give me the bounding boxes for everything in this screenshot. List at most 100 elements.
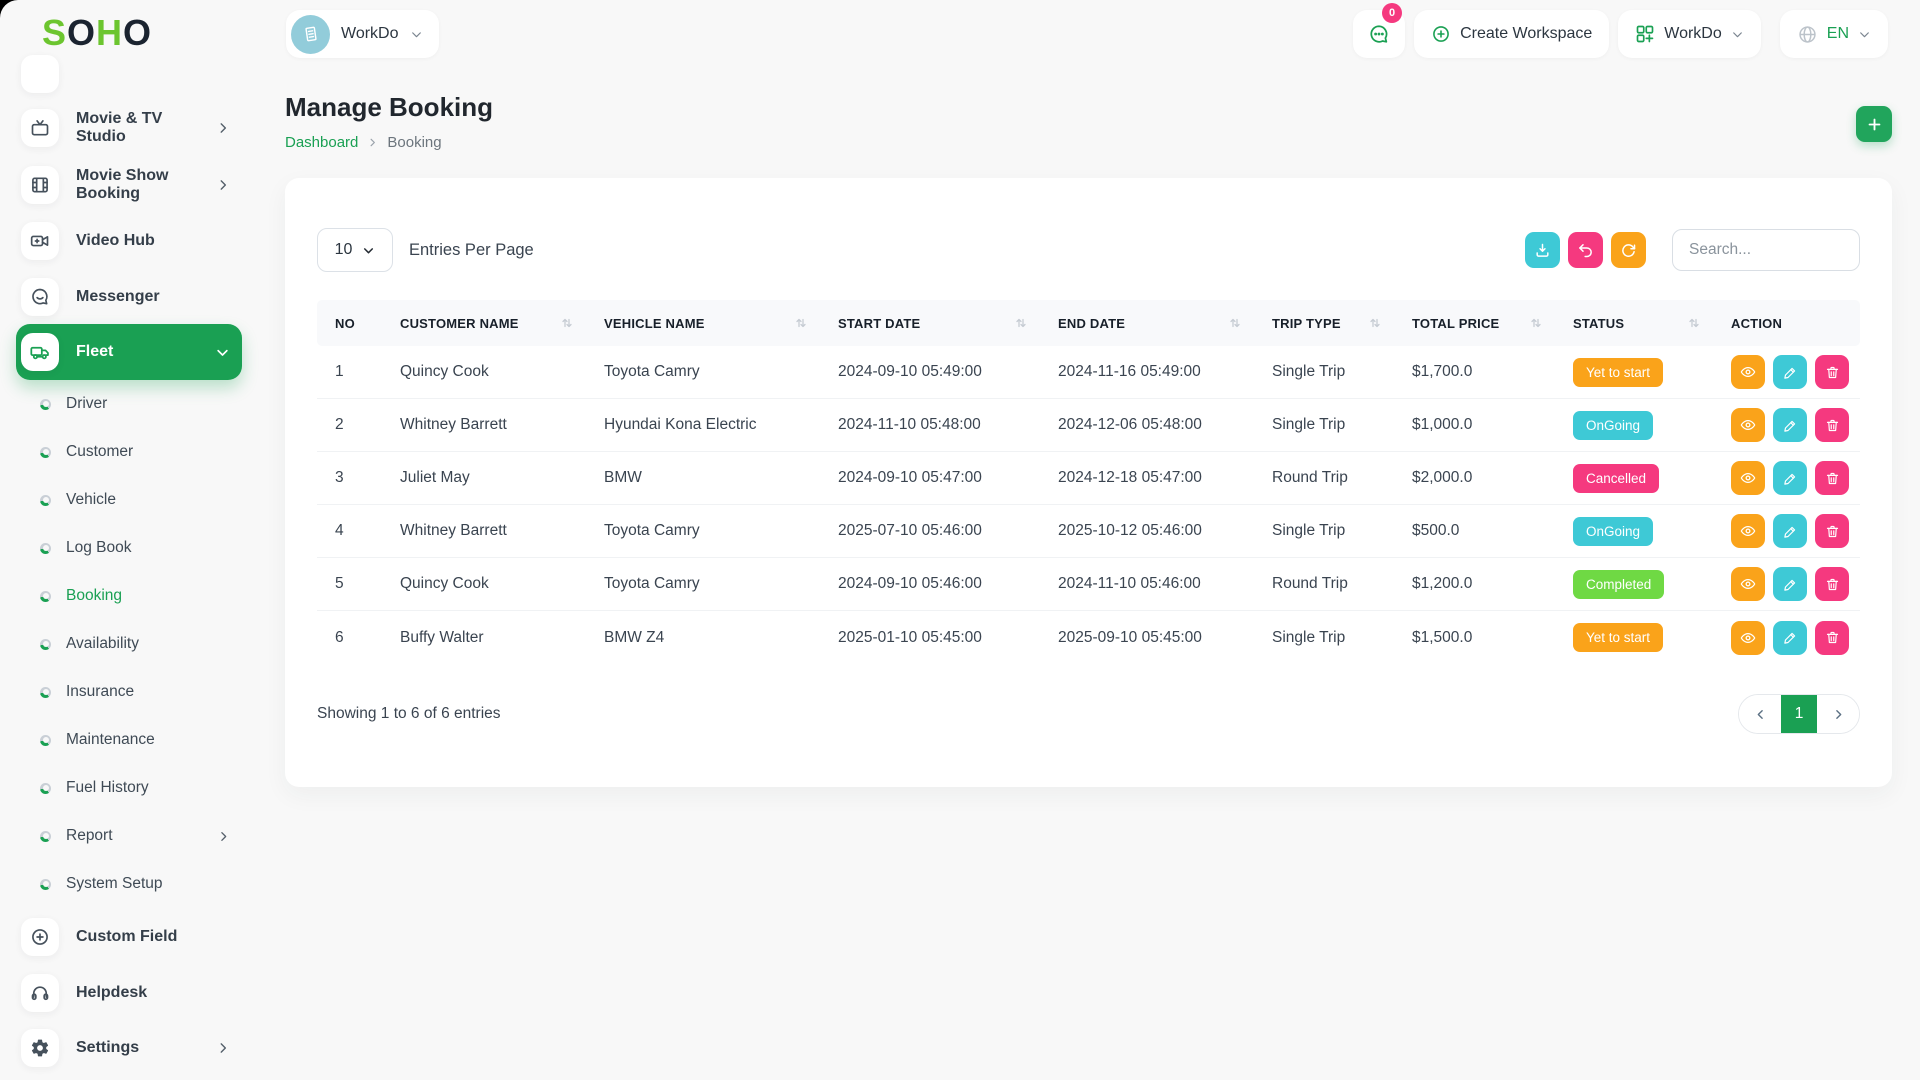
column-header-action: ACTION [1731,315,1783,331]
view-button[interactable] [1731,408,1765,442]
download-icon [1536,243,1549,257]
previous-page-button[interactable] [1739,695,1781,733]
table-footer: Showing 1 to 6 of 6 entries 1 [317,694,1860,734]
undo-button[interactable] [1568,232,1603,268]
pencil-icon [1783,526,1795,538]
booking-table: NO CUSTOMER NAME VEHICLE NAME START DATE… [317,300,1860,664]
delete-button[interactable] [1815,620,1849,655]
sidebar-item-video-hub[interactable]: Video Hub [16,213,242,269]
language-selector[interactable]: EN [1779,10,1888,58]
sort-icon[interactable] [1369,317,1381,329]
column-header-customer-name[interactable]: CUSTOMER NAME [379,316,583,331]
sort-icon[interactable] [795,317,807,329]
sidebar-item-helpdesk[interactable]: Helpdesk [16,965,242,1021]
trash-icon [1826,472,1838,484]
messages-button[interactable]: 0 [1353,3,1406,58]
sidebar: SOHO Movie & TV Studio Movie Show Bookin… [0,0,256,1080]
workspace-switcher[interactable]: WorkDo [286,10,439,58]
sidebar-item-label: Custom Field [76,928,178,945]
globe-icon [1799,25,1816,43]
eye-icon [1740,473,1756,483]
bullet-icon [40,830,51,842]
chevron-down-icon [364,247,374,253]
workdo-menu-button[interactable]: WorkDo [1618,10,1761,58]
delete-button[interactable] [1815,408,1849,442]
edit-button[interactable] [1773,567,1807,601]
sidebar-item-insurance[interactable]: Insurance [16,668,242,716]
sort-icon[interactable] [1530,317,1542,329]
sidebar-item-movie-show-booking[interactable]: Movie Show Booking [16,157,242,213]
column-header-end-date[interactable]: END DATE [1037,316,1251,331]
table-row: 4 Whitney Barrett Toyota Camry 2025-07-1… [317,505,1860,558]
column-header-vehicle-name[interactable]: VEHICLE NAME [583,316,817,331]
edit-button[interactable] [1773,408,1807,442]
table-body: 1 Quincy Cook Toyota Camry 2024-09-10 05… [317,346,1860,664]
scrolled-menu-icon[interactable] [21,55,59,93]
sidebar-item-fleet[interactable]: Fleet [16,324,242,380]
add-booking-button[interactable] [1856,106,1892,142]
column-header-start-date[interactable]: START DATE [817,316,1037,331]
sort-icon[interactable] [1229,317,1241,329]
chat-bubble-icon [21,278,59,316]
sidebar-item-availability[interactable]: Availability [16,620,242,668]
sidebar-item-settings[interactable]: Settings [16,1020,242,1076]
pencil-icon [1783,367,1795,379]
delete-button[interactable] [1815,461,1849,495]
sidebar-item-vehicle[interactable]: Vehicle [16,476,242,524]
delete-button[interactable] [1815,514,1849,548]
truck-icon [21,333,59,371]
status-badge: OnGoing [1573,516,1654,546]
edit-button[interactable] [1773,355,1807,389]
next-page-button[interactable] [1817,695,1859,733]
view-button[interactable] [1731,620,1765,655]
edit-button[interactable] [1773,620,1807,655]
delete-button[interactable] [1815,355,1849,389]
sidebar-item-fuel-history[interactable]: Fuel History [16,764,242,812]
soho-logo[interactable]: SOHO [42,12,153,53]
view-button[interactable] [1731,567,1765,601]
chevron-right-icon [220,1043,227,1053]
column-header-status[interactable]: STATUS [1552,316,1710,331]
search-input[interactable] [1672,229,1860,271]
entries-per-page-select[interactable]: 10 [317,228,393,272]
chat-dots-icon [1370,25,1388,43]
edit-button[interactable] [1773,514,1807,548]
sidebar-item-custom-field[interactable]: Custom Field [16,909,242,965]
delete-button[interactable] [1815,567,1849,601]
pencil-icon [1783,473,1795,485]
sidebar-item-maintenance[interactable]: Maintenance [16,716,242,764]
view-button[interactable] [1731,514,1765,548]
trash-icon [1826,366,1838,378]
sidebar-item-movie-tv-studio[interactable]: Movie & TV Studio [16,100,242,156]
sort-icon[interactable] [1688,317,1700,329]
sidebar-item-report[interactable]: Report [16,812,242,860]
sidebar-item-driver[interactable]: Driver [16,380,242,428]
grid-plus-icon [1636,25,1654,43]
sidebar-item-messenger[interactable]: Messenger [16,269,242,325]
create-workspace-button[interactable]: Create Workspace [1414,10,1610,58]
sort-icon[interactable] [561,317,573,329]
trash-icon [1826,578,1838,590]
refresh-button[interactable] [1611,232,1646,268]
table-row: 2 Whitney Barrett Hyundai Kona Electric … [317,399,1860,452]
chevron-down-icon [217,349,228,356]
sort-icon[interactable] [1015,317,1027,329]
sidebar-item-booking[interactable]: Booking [16,572,242,620]
pencil-icon [1783,420,1795,432]
sidebar-item-system-setup[interactable]: System Setup [16,860,242,908]
sidebar-item-customer[interactable]: Customer [16,428,242,476]
column-header-total-price[interactable]: TOTAL PRICE [1391,316,1552,331]
trash-icon [1826,419,1838,431]
chevron-down-icon [1732,31,1742,37]
column-header-trip-type[interactable]: TRIP TYPE [1251,316,1391,331]
current-page[interactable]: 1 [1781,695,1817,733]
view-button[interactable] [1731,355,1765,389]
sidebar-item-log-book[interactable]: Log Book [16,524,242,572]
edit-button[interactable] [1773,461,1807,495]
export-button[interactable] [1525,232,1560,268]
trash-icon [1826,631,1838,644]
eye-icon [1740,367,1756,377]
view-button[interactable] [1731,461,1765,495]
breadcrumb-dashboard-link[interactable]: Dashboard [285,134,359,151]
sidebar-item-label: Settings [76,1039,140,1056]
